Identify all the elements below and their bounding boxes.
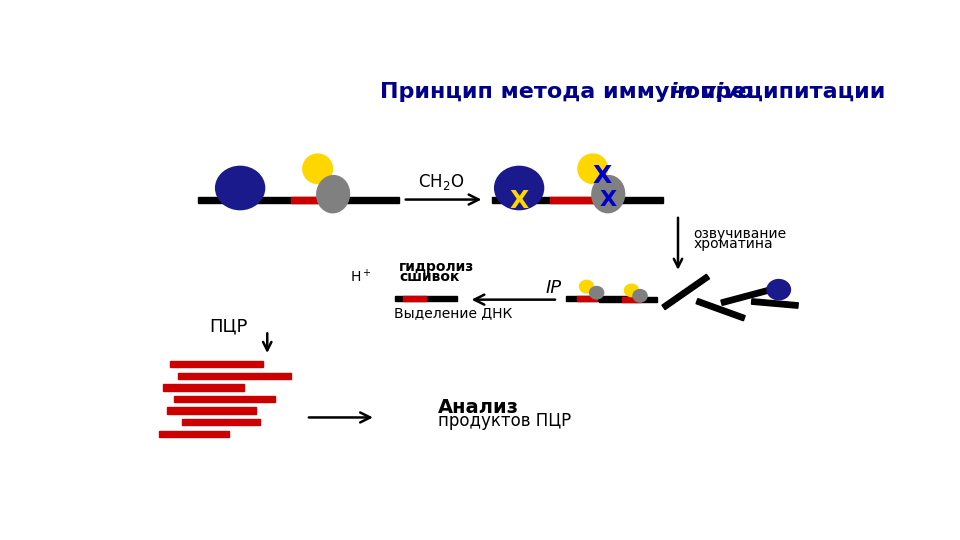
Bar: [565, 296, 628, 301]
Text: хроматина: хроматина: [693, 237, 773, 251]
Ellipse shape: [316, 175, 350, 213]
Text: Принцип метода иммунопреципитации: Принцип метода иммунопреципитации: [379, 82, 893, 102]
Polygon shape: [752, 299, 799, 308]
Ellipse shape: [766, 279, 791, 300]
Bar: [175, 396, 275, 402]
Polygon shape: [696, 299, 745, 321]
Bar: [550, 197, 605, 202]
Ellipse shape: [577, 153, 609, 184]
Text: IP: IP: [546, 279, 562, 297]
Ellipse shape: [624, 284, 639, 298]
Ellipse shape: [591, 175, 625, 213]
Polygon shape: [622, 297, 641, 302]
Text: Выделение ДНК: Выделение ДНК: [395, 306, 513, 320]
Text: X: X: [510, 189, 529, 213]
Bar: [182, 419, 259, 425]
Text: Анализ: Анализ: [438, 398, 518, 417]
Text: CH$_2$O: CH$_2$O: [419, 172, 465, 192]
Bar: [492, 197, 662, 202]
Ellipse shape: [588, 286, 605, 300]
Bar: [179, 373, 291, 379]
Ellipse shape: [302, 153, 333, 184]
Text: Н$^+$: Н$^+$: [350, 268, 372, 285]
Polygon shape: [599, 297, 657, 302]
Text: X: X: [592, 165, 612, 188]
Bar: [396, 296, 457, 301]
Bar: [291, 197, 345, 202]
Text: продуктов ПЦР: продуктов ПЦР: [438, 411, 571, 429]
Text: сшивок: сшивок: [399, 269, 460, 284]
Polygon shape: [662, 274, 709, 309]
Text: ПЦР: ПЦР: [209, 318, 248, 335]
Bar: [170, 361, 263, 367]
Bar: [166, 408, 255, 414]
Text: in vivo: in vivo: [670, 82, 754, 102]
Ellipse shape: [633, 289, 648, 303]
Ellipse shape: [579, 280, 594, 294]
Ellipse shape: [494, 166, 544, 210]
Bar: [198, 197, 399, 202]
Text: гидролиз: гидролиз: [399, 260, 474, 274]
Bar: [162, 384, 244, 390]
Text: X: X: [600, 190, 617, 210]
Polygon shape: [721, 286, 775, 306]
Bar: [577, 296, 596, 301]
Ellipse shape: [215, 166, 265, 210]
Text: озвучивание: озвучивание: [693, 227, 786, 241]
Bar: [403, 296, 426, 301]
Bar: [158, 430, 228, 437]
